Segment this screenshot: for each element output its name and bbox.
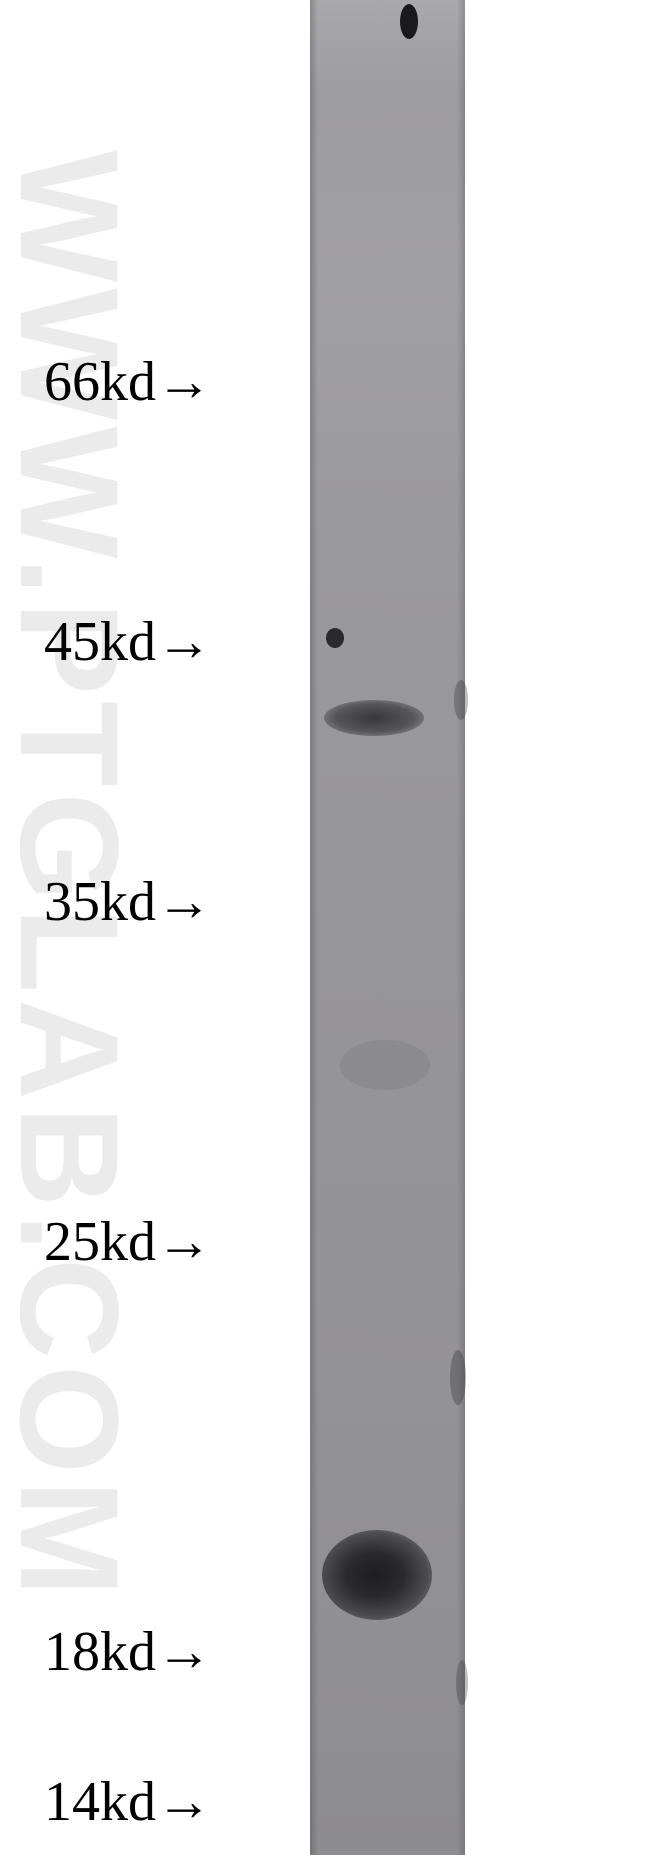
- smudge-right-43kd: [454, 680, 468, 720]
- marker-14kd: 14kd→: [44, 1770, 212, 1834]
- band-19kd: [322, 1530, 432, 1620]
- arrow-icon: →: [156, 1621, 212, 1683]
- arrow-icon: →: [156, 1211, 212, 1273]
- smudge-right-22kd: [450, 1350, 466, 1405]
- arrow-icon: →: [156, 871, 212, 933]
- marker-label-text: 25kd: [44, 1211, 156, 1273]
- marker-25kd: 25kd→: [44, 1210, 212, 1274]
- arrow-icon: →: [156, 351, 212, 413]
- marker-label-text: 18kd: [44, 1621, 156, 1683]
- marker-35kd: 35kd→: [44, 870, 212, 934]
- marker-66kd: 66kd→: [44, 350, 212, 414]
- marker-label-text: 45kd: [44, 611, 156, 673]
- dot-45kd: [326, 628, 344, 648]
- smudge-right-17kd: [456, 1660, 468, 1705]
- right-margin: [465, 0, 650, 1855]
- arrow-icon: →: [156, 1771, 212, 1833]
- arrow-icon: →: [156, 611, 212, 673]
- marker-18kd: 18kd→: [44, 1620, 212, 1684]
- marker-label-text: 66kd: [44, 351, 156, 413]
- marker-45kd: 45kd→: [44, 610, 212, 674]
- smudge-30kd: [340, 1040, 430, 1090]
- marker-label-text: 35kd: [44, 871, 156, 933]
- marker-label-text: 14kd: [44, 1771, 156, 1833]
- lane-shadow-left: [310, 0, 318, 1855]
- band-42kd: [324, 700, 424, 736]
- top-artifact-dot: [400, 4, 418, 39]
- western-blot-figure: WWW.PTGLAB.COM 66kd→ 45kd→ 35kd→ 25kd→ 1…: [0, 0, 650, 1855]
- lane-shadow-right: [457, 0, 465, 1855]
